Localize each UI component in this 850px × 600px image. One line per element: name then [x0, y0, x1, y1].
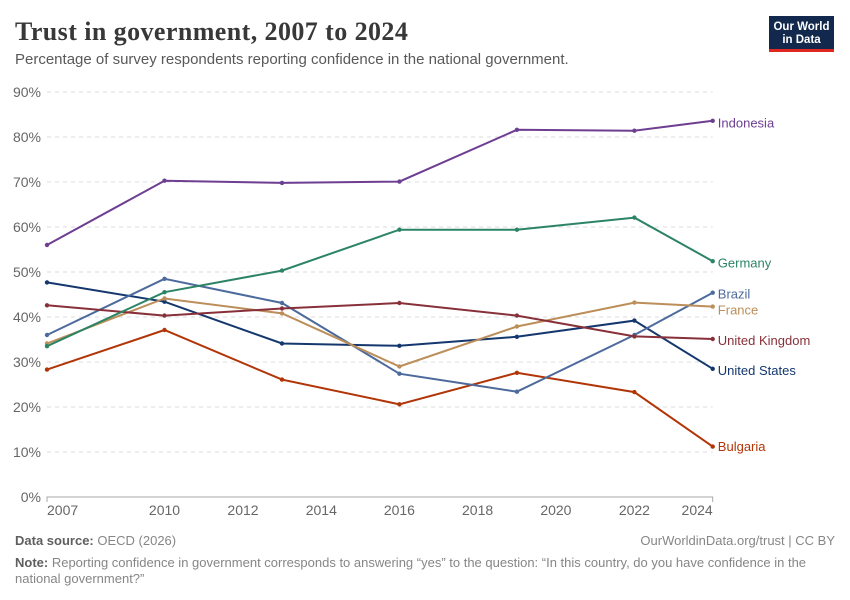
svg-text:2007: 2007 — [47, 502, 78, 518]
svg-text:Bulgaria: Bulgaria — [718, 439, 766, 454]
svg-text:2018: 2018 — [462, 502, 493, 518]
svg-text:2016: 2016 — [384, 502, 415, 518]
svg-text:70%: 70% — [13, 174, 41, 190]
svg-text:80%: 80% — [13, 129, 41, 145]
svg-text:0%: 0% — [21, 489, 41, 505]
svg-text:90%: 90% — [13, 84, 41, 100]
svg-text:2022: 2022 — [619, 502, 650, 518]
svg-text:40%: 40% — [13, 309, 41, 325]
svg-text:20%: 20% — [13, 399, 41, 415]
svg-text:United Kingdom: United Kingdom — [718, 333, 811, 348]
svg-text:60%: 60% — [13, 219, 41, 235]
svg-text:2014: 2014 — [306, 502, 337, 518]
svg-text:France: France — [718, 303, 758, 318]
svg-text:2020: 2020 — [540, 502, 571, 518]
svg-text:50%: 50% — [13, 264, 41, 280]
svg-text:Germany: Germany — [718, 256, 772, 271]
svg-text:Brazil: Brazil — [718, 287, 751, 302]
svg-text:30%: 30% — [13, 354, 41, 370]
svg-text:Indonesia: Indonesia — [718, 115, 775, 130]
svg-text:United States: United States — [718, 363, 797, 378]
svg-text:2010: 2010 — [149, 502, 180, 518]
svg-text:10%: 10% — [13, 444, 41, 460]
svg-text:2012: 2012 — [227, 502, 258, 518]
svg-text:2024: 2024 — [682, 502, 713, 518]
